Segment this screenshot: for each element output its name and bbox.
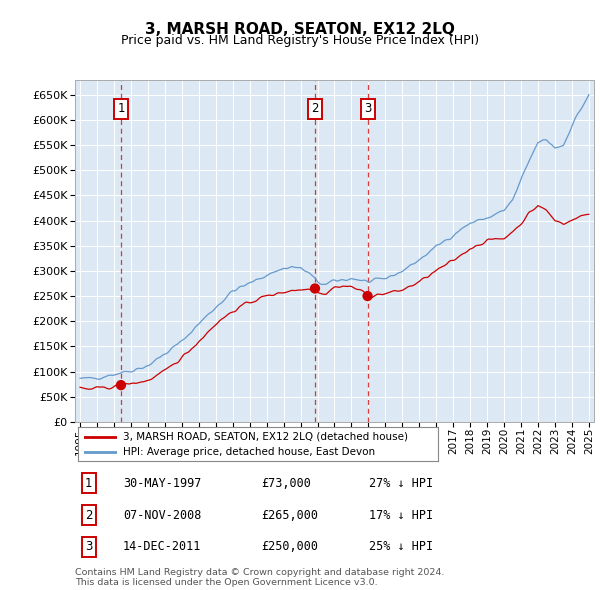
Text: £250,000: £250,000 <box>261 540 318 553</box>
Text: 14-DEC-2011: 14-DEC-2011 <box>123 540 202 553</box>
Text: 1: 1 <box>85 477 92 490</box>
Text: 25% ↓ HPI: 25% ↓ HPI <box>369 540 433 553</box>
Text: 3: 3 <box>85 540 92 553</box>
Text: 17% ↓ HPI: 17% ↓ HPI <box>369 509 433 522</box>
Point <box>116 381 126 390</box>
Text: 07-NOV-2008: 07-NOV-2008 <box>123 509 202 522</box>
Text: 27% ↓ HPI: 27% ↓ HPI <box>369 477 433 490</box>
Text: 3: 3 <box>364 102 371 115</box>
Text: HPI: Average price, detached house, East Devon: HPI: Average price, detached house, East… <box>123 447 375 457</box>
Text: Contains HM Land Registry data © Crown copyright and database right 2024.
This d: Contains HM Land Registry data © Crown c… <box>75 568 445 587</box>
Text: 2: 2 <box>311 102 319 115</box>
Text: 3, MARSH ROAD, SEATON, EX12 2LQ (detached house): 3, MARSH ROAD, SEATON, EX12 2LQ (detache… <box>123 432 408 442</box>
Text: £265,000: £265,000 <box>261 509 318 522</box>
Text: 2: 2 <box>85 509 92 522</box>
Text: £73,000: £73,000 <box>261 477 311 490</box>
Text: Price paid vs. HM Land Registry's House Price Index (HPI): Price paid vs. HM Land Registry's House … <box>121 34 479 47</box>
Point <box>310 284 320 293</box>
Text: 1: 1 <box>117 102 125 115</box>
Text: 3, MARSH ROAD, SEATON, EX12 2LQ: 3, MARSH ROAD, SEATON, EX12 2LQ <box>145 22 455 37</box>
Text: 30-MAY-1997: 30-MAY-1997 <box>123 477 202 490</box>
Point <box>363 291 373 301</box>
